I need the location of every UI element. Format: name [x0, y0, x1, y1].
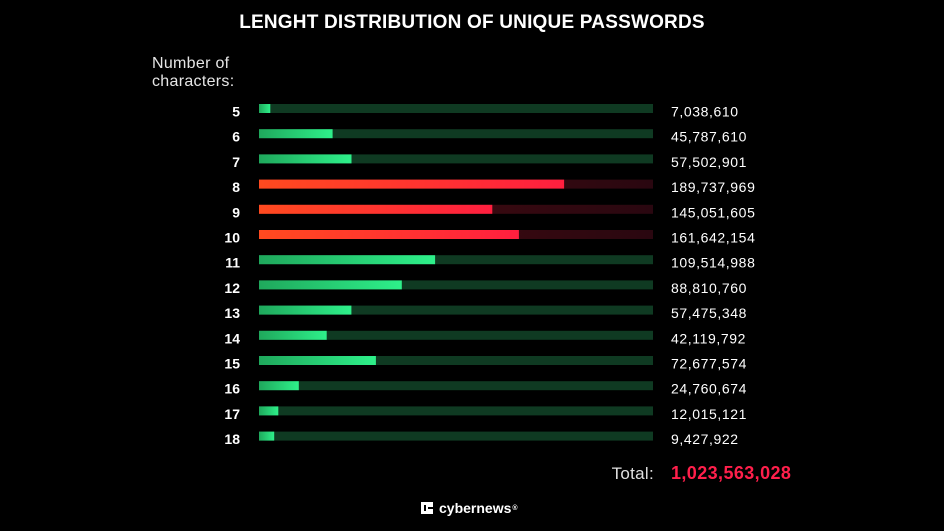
- category-label-9: 9: [232, 204, 240, 220]
- bar-9: [259, 204, 493, 214]
- value-label-16: 24,760,674: [671, 381, 747, 397]
- value-label-9: 145,051,605: [671, 204, 755, 220]
- bar-track-15: [259, 356, 653, 365]
- bar-15: [259, 356, 376, 365]
- bar-track-16: [259, 381, 653, 391]
- category-label-10: 10: [224, 230, 240, 246]
- value-label-10: 161,642,154: [671, 230, 755, 246]
- bar-track-7: [259, 154, 653, 164]
- value-label-8: 189,737,969: [671, 179, 755, 195]
- cybernews-logo-icon: [421, 502, 433, 514]
- brand-logo: cybernews ®: [421, 500, 518, 516]
- bar-track-11: [259, 255, 653, 265]
- bar-7: [259, 154, 352, 164]
- value-label-13: 57,475,348: [671, 305, 747, 321]
- bar-track-5: [259, 104, 653, 113]
- bar-track-6: [259, 129, 653, 139]
- value-label-14: 42,119,792: [671, 330, 746, 346]
- y-axis-title-line-2: characters:: [152, 73, 235, 90]
- value-label-6: 45,787,610: [671, 129, 747, 145]
- category-label-15: 15: [224, 356, 240, 372]
- category-label-13: 13: [224, 305, 240, 321]
- bar-12: [259, 280, 402, 290]
- bar-track-18: [259, 431, 653, 441]
- category-label-7: 7: [232, 154, 240, 170]
- category-label-5: 5: [232, 104, 240, 120]
- bar-5: [259, 104, 271, 113]
- value-label-11: 109,514,988: [671, 255, 755, 271]
- bar-13: [259, 305, 352, 315]
- category-label-8: 8: [232, 179, 240, 195]
- category-label-11: 11: [225, 255, 240, 271]
- value-label-17: 12,015,121: [671, 406, 747, 422]
- bar-6: [259, 129, 333, 139]
- category-label-14: 14: [224, 330, 240, 346]
- value-label-5: 7,038,610: [671, 104, 739, 120]
- bar-14: [259, 330, 327, 340]
- total-label: Total:: [611, 464, 654, 483]
- category-label-17: 17: [224, 406, 240, 422]
- bar-17: [259, 406, 279, 416]
- category-label-6: 6: [232, 129, 240, 145]
- category-label-18: 18: [224, 431, 240, 447]
- y-axis-title: Number of characters:: [152, 55, 234, 91]
- bar-track-12: [259, 280, 653, 290]
- bar-10: [259, 230, 519, 239]
- bar-track-13: [259, 305, 653, 315]
- brand-name: cybernews: [439, 500, 512, 516]
- bar-11: [259, 255, 436, 265]
- category-label-12: 12: [224, 280, 240, 296]
- bar-16: [259, 381, 299, 391]
- bar-track-14: [259, 330, 653, 340]
- bar-18: [259, 431, 275, 441]
- chart-title: LENGHT DISTRIBUTION OF UNIQUE PASSWORDS: [239, 12, 705, 33]
- category-label-16: 16: [224, 381, 240, 397]
- bar-track-17: [259, 406, 653, 416]
- value-label-18: 9,427,922: [671, 431, 739, 447]
- value-label-15: 72,677,574: [671, 356, 747, 372]
- y-axis-title-line-1: Number of: [152, 55, 230, 72]
- bar-8: [259, 179, 565, 189]
- value-label-12: 88,810,760: [671, 280, 747, 296]
- brand-registered-mark: ®: [512, 504, 518, 512]
- value-label-7: 57,502,901: [671, 154, 747, 170]
- total-value: 1,023,563,028: [671, 463, 792, 483]
